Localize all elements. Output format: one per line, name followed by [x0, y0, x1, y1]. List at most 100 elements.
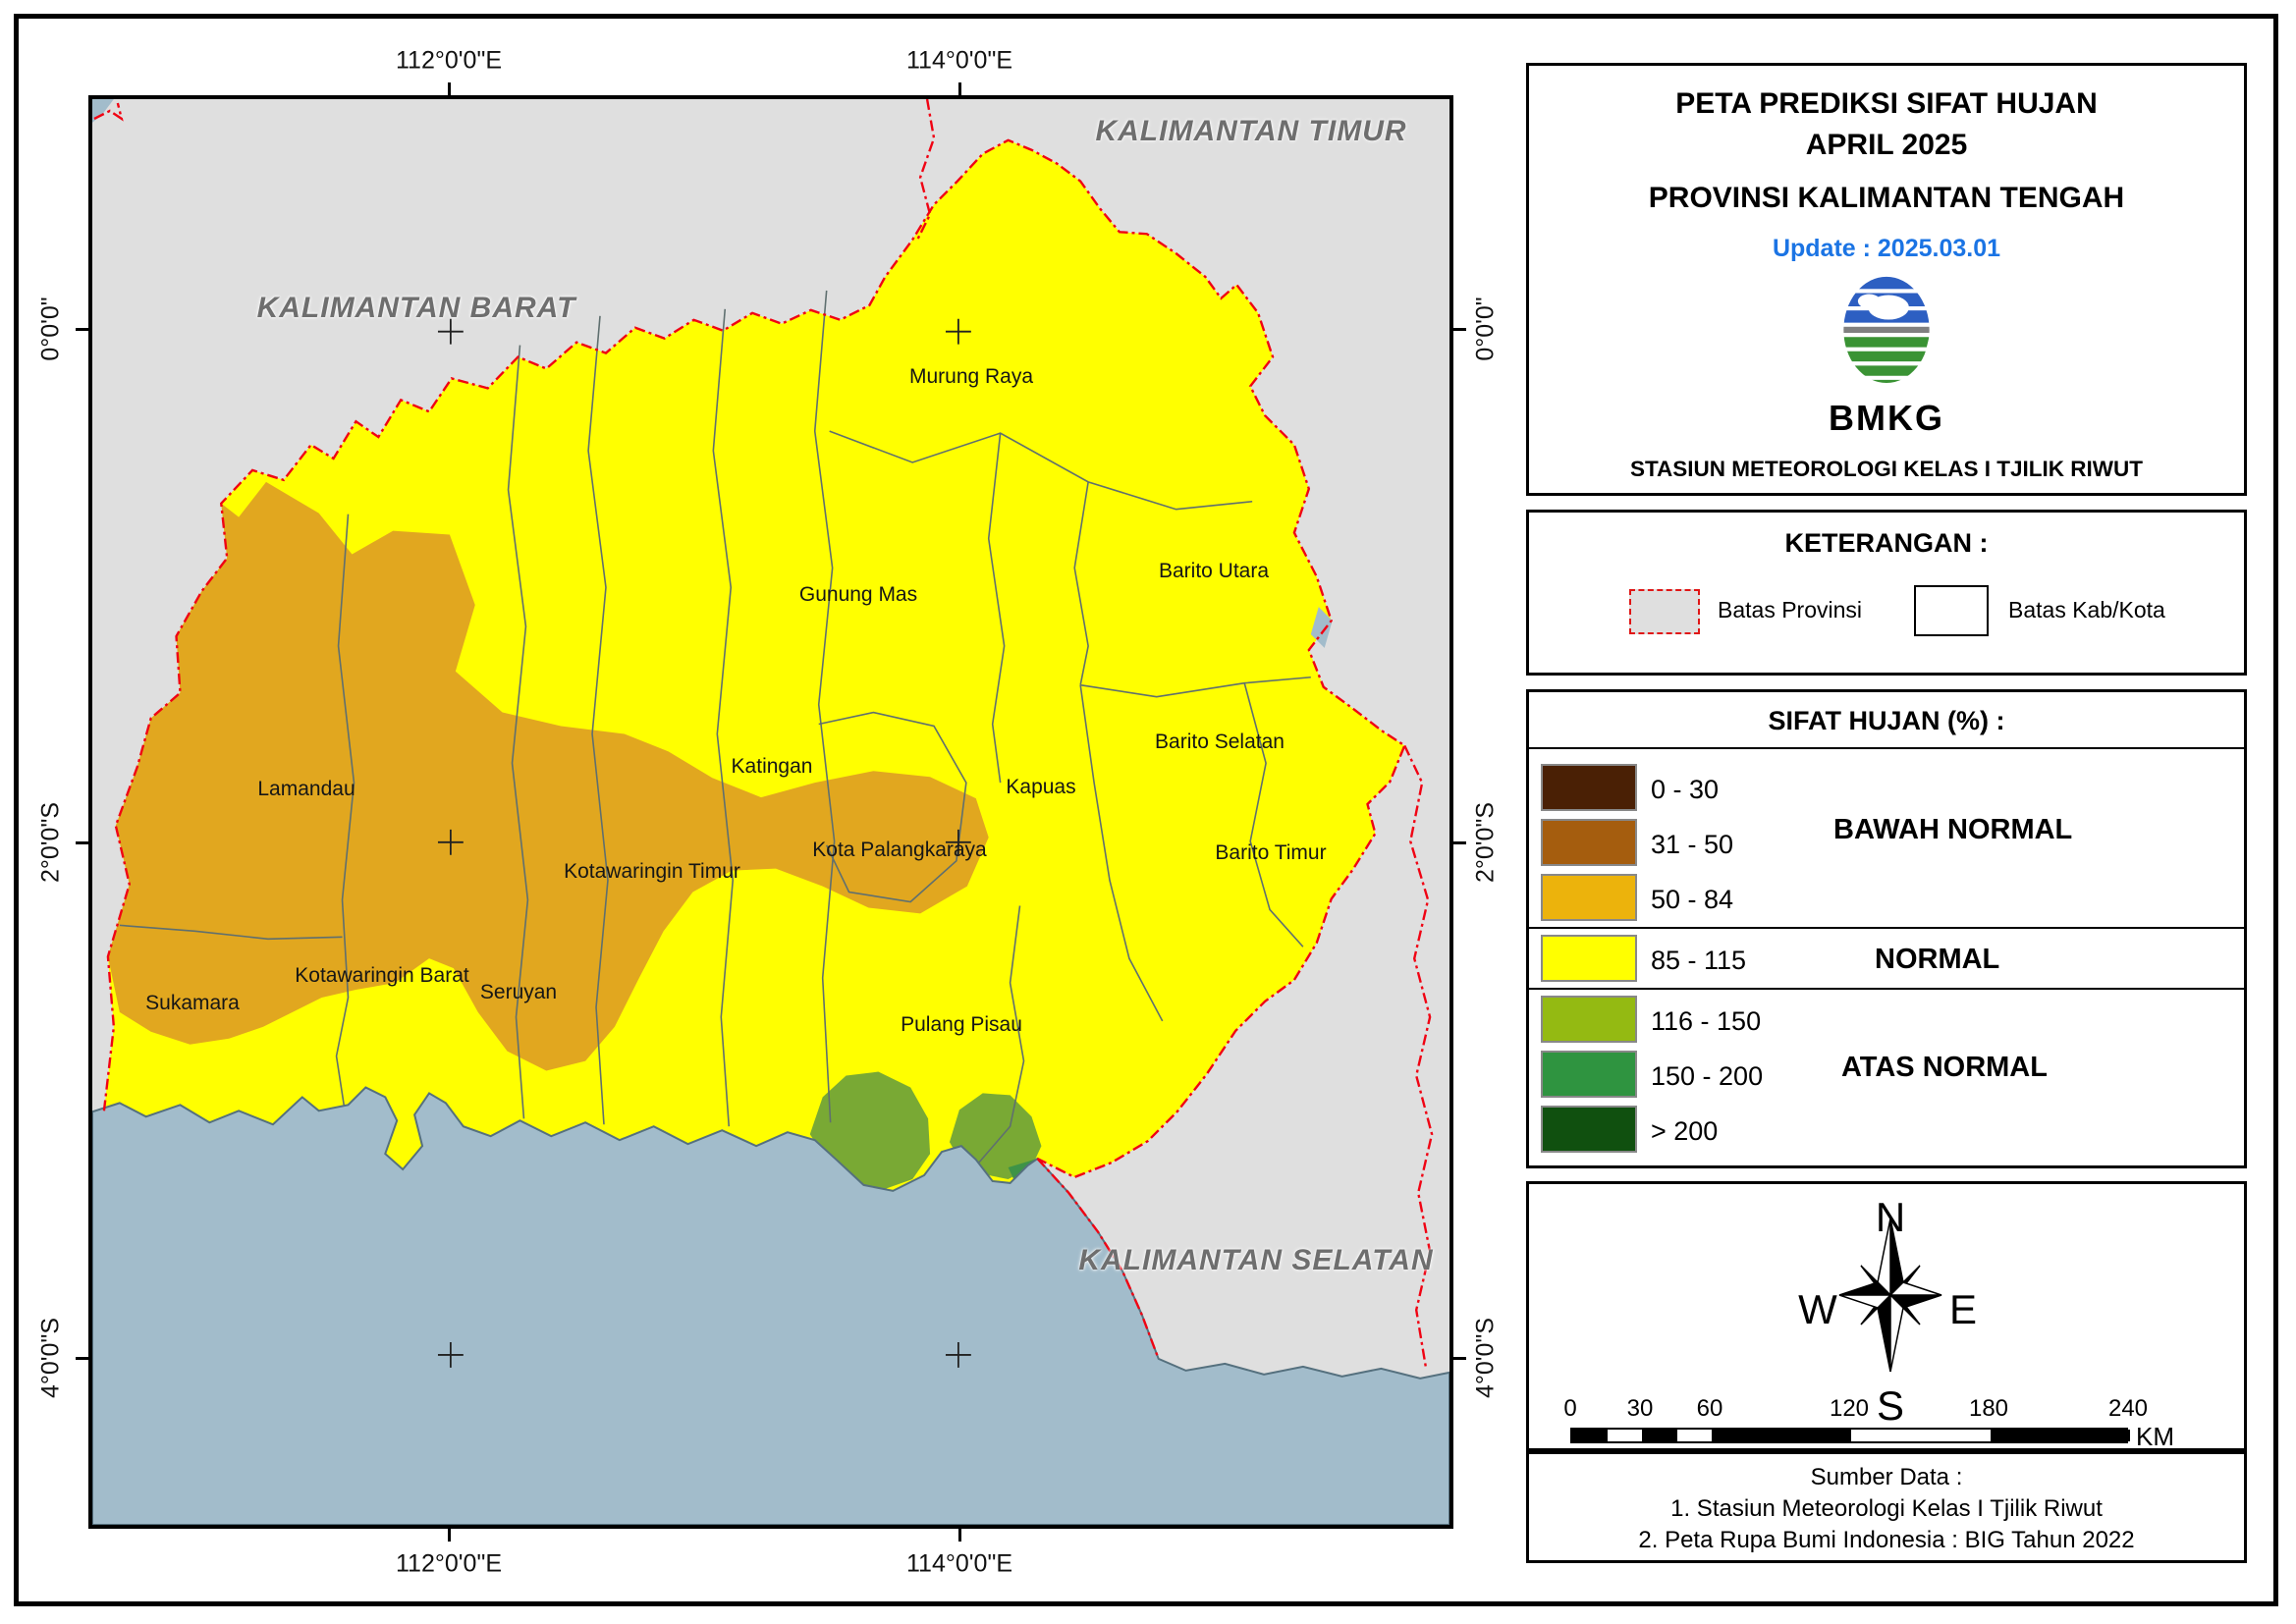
legend-range-0-30: 0 - 30	[1651, 775, 1720, 804]
axis-tick	[1453, 1357, 1466, 1360]
map-label-barito-selatan: Barito Selatan	[1155, 731, 1285, 753]
legend-range-31-50: 31 - 50	[1651, 830, 1734, 859]
axis-label-top-114e: 114°0'0"E	[906, 46, 1012, 75]
keterangan-title: KETERANGAN :	[1784, 528, 1989, 558]
map-label-kota-palangkaraya: Kota Palangkaraya	[812, 839, 987, 861]
update-date: Update : 2025.03.01	[1772, 235, 2001, 262]
axis-label-top-112e: 112°0'0"E	[396, 46, 502, 75]
keterangan-panel: KETERANGAN : Batas Provinsi Batas Kab/Ko…	[1526, 510, 2247, 676]
axis-tick	[1453, 328, 1466, 331]
compass-s-label: S	[1876, 1382, 1905, 1429]
station-name: STASIUN METEOROLOGI KELAS I TJILIK RIWUT	[1629, 457, 2144, 481]
graticule-crosses	[437, 318, 971, 1368]
legend-swatch-0-30	[1541, 764, 1637, 811]
map-label-pulang-pisau: Pulang Pisau	[901, 1013, 1022, 1036]
group-label-bawah-normal: BAWAH NORMAL	[1833, 814, 2073, 845]
legend-range-116-150: 116 - 150	[1651, 1006, 1762, 1036]
scalebar-tick-180: 180	[1968, 1395, 2009, 1422]
legend-range-50-84: 50 - 84	[1651, 885, 1734, 914]
divider	[1529, 927, 2244, 929]
sea-region	[92, 1086, 1449, 1525]
map-canvas: KALIMANTAN BARAT KALIMANTAN TIMUR KALIMA…	[88, 95, 1453, 1529]
sumber-data-panel: Sumber Data : 1. Stasiun Meteorologi Kel…	[1526, 1451, 2247, 1563]
legend-range-85-115: 85 - 115	[1651, 946, 1747, 975]
legend-swatch-150-200	[1541, 1051, 1637, 1098]
axis-tick	[448, 1529, 451, 1542]
map-label-kotawaringin-timur: Kotawaringin Timur	[564, 860, 740, 883]
map-label-kalimantan-timur: KALIMANTAN TIMUR	[1095, 115, 1407, 147]
map-label-seruyan: Seruyan	[479, 981, 558, 1003]
legend-range-150-200: 150 - 200	[1651, 1061, 1764, 1091]
sifat-hujan-panel: SIFAT HUJAN (%) : 0 - 30 31 - 50 50 - 84…	[1526, 689, 2247, 1168]
batas-provinsi-swatch	[1629, 589, 1700, 634]
map-label-kapuas: Kapuas	[1006, 776, 1076, 798]
above-normal-zone-west	[809, 1071, 931, 1189]
map-label-kalimantan-selatan: KALIMANTAN SELATAN	[1078, 1244, 1434, 1276]
map-label-barito-timur: Barito Timur	[1215, 841, 1327, 864]
scalebar-tick-120: 120	[1829, 1395, 1870, 1422]
batas-provinsi-label: Batas Provinsi	[1718, 597, 1863, 623]
legend-swatch-116-150	[1541, 996, 1637, 1043]
map-label-gunung-mas: Gunung Mas	[798, 583, 918, 606]
map-title-line1: PETA PREDIKSI SIFAT HUJAN	[1675, 87, 2098, 120]
sumber-title: Sumber Data :	[1810, 1464, 1963, 1490]
scalebar-tick-0: 0	[1563, 1395, 1577, 1422]
map-label-sukamara: Sukamara	[145, 992, 240, 1014]
axis-tick	[1453, 841, 1466, 844]
axis-label-bottom-112e: 112°0'0"E	[396, 1549, 502, 1578]
axis-tick	[76, 328, 88, 331]
group-label-atas-normal: ATAS NORMAL	[1841, 1052, 2048, 1083]
scalebar-unit: KM	[2136, 1422, 2174, 1451]
map-label-katingan: Katingan	[731, 755, 813, 778]
legend-range-gt-200: > 200	[1651, 1116, 1719, 1146]
compass-e-label: E	[1948, 1286, 1978, 1332]
axis-tick	[958, 1529, 961, 1542]
legend-swatch-50-84	[1541, 874, 1637, 921]
compass-scale-panel: N S E W 0 30 60 120 180 240 KM	[1526, 1181, 2247, 1451]
below-normal-zone	[107, 481, 989, 1071]
axis-label-left-2s: 2°0'0"S	[36, 801, 65, 884]
province-border-line	[93, 99, 1434, 1370]
divider	[1529, 988, 2244, 990]
axis-label-right-4s: 4°0'0"S	[1471, 1317, 1500, 1399]
map-label-murung-raya: Murung Raya	[908, 365, 1034, 388]
axis-tick	[958, 82, 961, 95]
axis-tick	[448, 82, 451, 95]
axis-label-right-2s: 2°0'0"S	[1471, 801, 1500, 884]
axis-label-left-0: 0°0'0"	[36, 297, 65, 361]
legend-swatch-31-50	[1541, 819, 1637, 866]
batas-kabkota-label: Batas Kab/Kota	[2008, 597, 2165, 623]
district-borders	[119, 290, 1311, 1170]
map-label-lamandau: Lamandau	[257, 778, 355, 800]
legend-swatch-gt-200	[1541, 1106, 1637, 1153]
compass-rose-icon	[1812, 1212, 1969, 1379]
divider	[1529, 747, 2244, 749]
map-title-line3: PROVINSI KALIMANTAN TENGAH	[1648, 182, 2125, 214]
scalebar-tick-60: 60	[1696, 1395, 1723, 1422]
map-svg	[92, 99, 1449, 1525]
scalebar-tick-240: 240	[2107, 1395, 2149, 1422]
compass-w-label: W	[1798, 1286, 1837, 1332]
axis-label-bottom-114e: 114°0'0"E	[906, 1549, 1012, 1578]
bmkg-logo-text: BMKG	[1829, 398, 1944, 438]
batas-kabkota-swatch	[1914, 585, 1989, 636]
bmkg-logo-icon	[1835, 270, 1938, 394]
map-label-barito-utara: Barito Utara	[1158, 560, 1270, 582]
compass-n-label: N	[1875, 1194, 1906, 1240]
east-lake-patch	[1310, 607, 1333, 648]
scalebar-tick-30: 30	[1626, 1395, 1654, 1422]
title-panel: PETA PREDIKSI SIFAT HUJAN APRIL 2025 PRO…	[1526, 63, 2247, 496]
page-border	[14, 14, 2278, 1606]
scalebar	[1570, 1428, 2130, 1443]
map-title-line2: APRIL 2025	[1805, 129, 1968, 161]
axis-tick	[76, 1357, 88, 1360]
map-label-kalimantan-barat: KALIMANTAN BARAT	[256, 292, 576, 324]
sifat-hujan-title: SIFAT HUJAN (%) :	[1768, 706, 2005, 735]
legend-swatch-85-115	[1541, 935, 1637, 982]
sumber-item-1: 1. Stasiun Meteorologi Kelas I Tjilik Ri…	[1670, 1495, 2103, 1522]
sumber-item-2: 2. Peta Rupa Bumi Indonesia : BIG Tahun …	[1638, 1527, 2135, 1553]
group-label-normal: NORMAL	[1875, 944, 2000, 975]
axis-tick	[76, 841, 88, 844]
axis-label-left-4s: 4°0'0"S	[36, 1317, 65, 1399]
